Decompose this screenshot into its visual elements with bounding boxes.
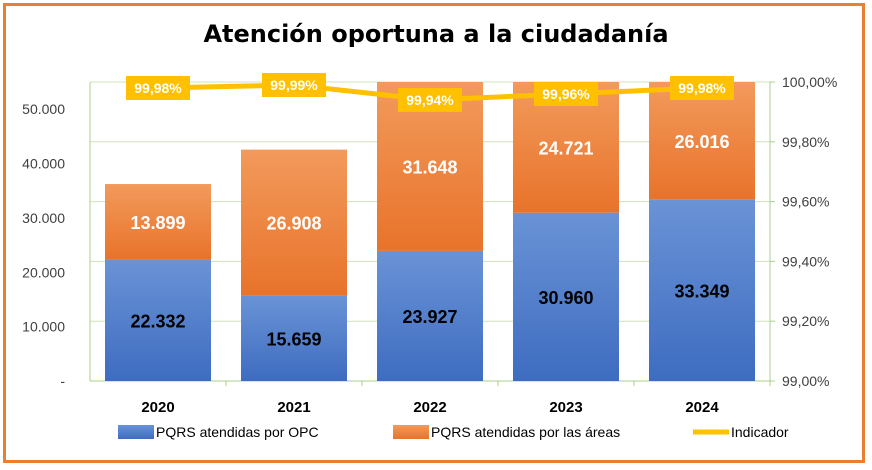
data-labels: 22.332 13.899 15.659 26.908 23.927 31.648 30.9… — [126, 72, 734, 349]
data-label-areas: 26.908 — [266, 214, 321, 234]
x-axis-tick-label: 2020 — [141, 399, 174, 416]
x-axis-tick-label: 2021 — [277, 399, 310, 416]
left-axis-tick-label: 40.000 — [22, 156, 65, 172]
right-axis-tick-label: 99,00% — [782, 373, 829, 389]
right-axis-tick-label: 99,40% — [782, 253, 829, 269]
indicator-label-box — [534, 81, 598, 106]
bar-areas — [105, 184, 211, 260]
left-axis-tick-label: 30.000 — [22, 210, 65, 226]
indicator-data-label: 99,98% — [134, 80, 182, 96]
chart-title: Atención oportuna a la ciudadanía — [203, 20, 669, 48]
indicator-data-label: 99,98% — [678, 80, 726, 96]
right-axis-tick-label: 99,60% — [782, 194, 829, 210]
data-label-opc: 33.349 — [674, 281, 729, 301]
indicator-data-label: 99,99% — [270, 77, 318, 93]
legend: PQRS atendidas por OPC PQRS atendidas por… — [118, 424, 789, 440]
bar-opc — [377, 250, 483, 381]
bar-areas — [649, 82, 755, 200]
x-axis-tick-label: 2024 — [685, 399, 719, 416]
right-axis-tick-label: 100,00% — [782, 74, 837, 90]
bar-opc — [649, 199, 755, 381]
x-axis-tick-label: 2023 — [549, 399, 582, 416]
indicator-label-box — [670, 75, 734, 100]
data-label-opc: 22.332 — [130, 311, 185, 331]
bar-areas — [241, 149, 347, 296]
legend-label-indicator: Indicador — [731, 424, 789, 440]
legend-swatch-opc — [118, 425, 154, 439]
legend-label-opc: PQRS atendidas por OPC — [156, 424, 319, 440]
x-axis-tick-label: 2022 — [413, 399, 446, 416]
left-axis-tick-label: 50.000 — [22, 101, 65, 117]
right-axis-tick-label: 99,80% — [782, 134, 829, 150]
legend-swatch-areas — [393, 425, 429, 439]
left-axis-tick-label: - — [60, 373, 65, 389]
data-label-areas: 24.721 — [538, 138, 593, 158]
bar-opc — [241, 295, 347, 381]
bars — [105, 82, 755, 381]
data-label-areas: 26.016 — [674, 132, 729, 152]
right-axis-tick-label: 99,20% — [782, 313, 829, 329]
data-label-opc: 23.927 — [402, 307, 457, 327]
indicator-label-box — [262, 72, 326, 97]
data-label-opc: 30.960 — [538, 288, 593, 308]
indicator-data-label: 99,94% — [406, 92, 454, 108]
legend-label-areas: PQRS atendidas por las áreas — [431, 424, 620, 440]
data-label-opc: 15.659 — [266, 329, 321, 349]
data-label-areas: 31.648 — [402, 157, 457, 177]
indicator-label-box — [398, 87, 462, 112]
left-axis-tick-label: 10.000 — [22, 319, 65, 335]
left-axis-tick-label: 20.000 — [22, 264, 65, 280]
bar-opc — [105, 259, 211, 381]
bar-opc — [513, 212, 619, 381]
indicator-data-label: 99,96% — [542, 86, 590, 102]
data-label-areas: 13.899 — [130, 213, 185, 233]
indicator-label-box — [126, 75, 190, 100]
